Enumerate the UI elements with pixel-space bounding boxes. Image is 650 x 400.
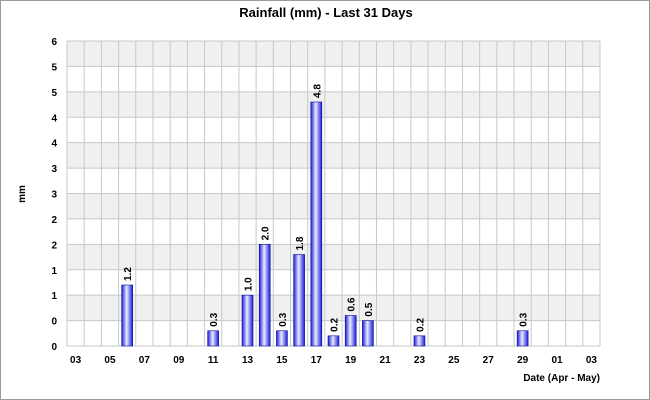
y-tick-label: 3: [51, 164, 57, 175]
data-label-23: 0.2: [415, 317, 426, 331]
x-tick-label: 11: [208, 355, 219, 366]
data-label-15: 0.3: [278, 312, 289, 326]
bar-29: [516, 330, 529, 347]
y-tick-label: 2: [51, 240, 57, 251]
y-tick-label: 0: [51, 317, 57, 328]
x-axis-ticks: 03 05 07 09 11 13 15 17 19 21 23 25 27 29 01 03: [70, 355, 597, 366]
bar-17: [310, 101, 323, 347]
bar-14: [258, 244, 271, 347]
y-axis-ticks: 0 0 1 1 2 2 3 3 4 4 5 5 6: [51, 37, 57, 353]
chart-title: Rainfall (mm) - Last 31 Days: [239, 5, 412, 20]
data-label-16: 1.8: [295, 236, 306, 250]
bar-16: [293, 254, 305, 347]
y-axis-label: mm: [17, 185, 28, 203]
x-tick-label: 29: [517, 355, 529, 366]
y-tick-label: 3: [51, 190, 57, 201]
plot-band: [67, 142, 600, 169]
bar-13: [241, 294, 254, 347]
bar-06: [121, 284, 133, 347]
bar-20: [362, 320, 374, 347]
bars: [121, 101, 529, 347]
y-tick-label: 2: [51, 215, 57, 226]
data-label-17: 4.8: [312, 84, 323, 98]
bar-23: [413, 335, 426, 347]
plot-band: [67, 244, 600, 270]
x-tick-label: 25: [448, 355, 460, 366]
y-tick-label: 5: [51, 62, 57, 73]
grid-lines: [66, 40, 601, 347]
y-tick-label: 4: [51, 113, 57, 124]
x-axis-label: Date (Apr - May): [523, 373, 600, 384]
y-tick-label: 6: [51, 37, 57, 48]
plot-band: [67, 41, 600, 67]
y-tick-label: 4: [51, 139, 57, 150]
y-tick-label: 5: [51, 88, 57, 99]
x-tick-label: 09: [173, 355, 185, 366]
x-tick-label: 19: [345, 355, 357, 366]
x-tick-label: 03: [70, 355, 82, 366]
y-tick-label: 1: [51, 291, 57, 302]
data-labels: 1.2 0.3 1.0 2.0 0.3 1.8 4.8 0.2 0.6 0.5 0.2 0.3: [123, 84, 529, 332]
bar-11: [207, 330, 219, 347]
y-tick-label: 1: [51, 266, 57, 277]
x-tick-label: 21: [380, 355, 392, 366]
data-label-29: 0.3: [519, 312, 530, 326]
x-tick-label: 05: [104, 355, 116, 366]
bar-19: [344, 315, 357, 347]
data-label-14: 2.0: [261, 226, 272, 240]
plot-band: [67, 193, 600, 219]
x-tick-label: 03: [586, 355, 598, 366]
data-label-18: 0.2: [330, 317, 341, 331]
bar-15: [276, 330, 288, 347]
bar-18: [327, 335, 340, 347]
x-tick-label: 17: [311, 355, 323, 366]
x-tick-label: 15: [276, 355, 288, 366]
data-label-11: 0.3: [209, 312, 220, 326]
x-tick-label: 01: [551, 355, 563, 366]
x-tick-label: 07: [139, 355, 151, 366]
x-tick-label: 13: [242, 355, 254, 366]
x-tick-label: 27: [483, 355, 495, 366]
x-tick-label: 23: [414, 355, 426, 366]
plot-band: [67, 91, 600, 118]
plot-band: [67, 295, 600, 321]
y-tick-label: 0: [51, 342, 57, 353]
data-label-20: 0.5: [364, 302, 375, 316]
data-label-13: 1.0: [244, 277, 255, 291]
data-label-19: 0.6: [347, 297, 358, 311]
data-label-06: 1.2: [123, 267, 134, 281]
